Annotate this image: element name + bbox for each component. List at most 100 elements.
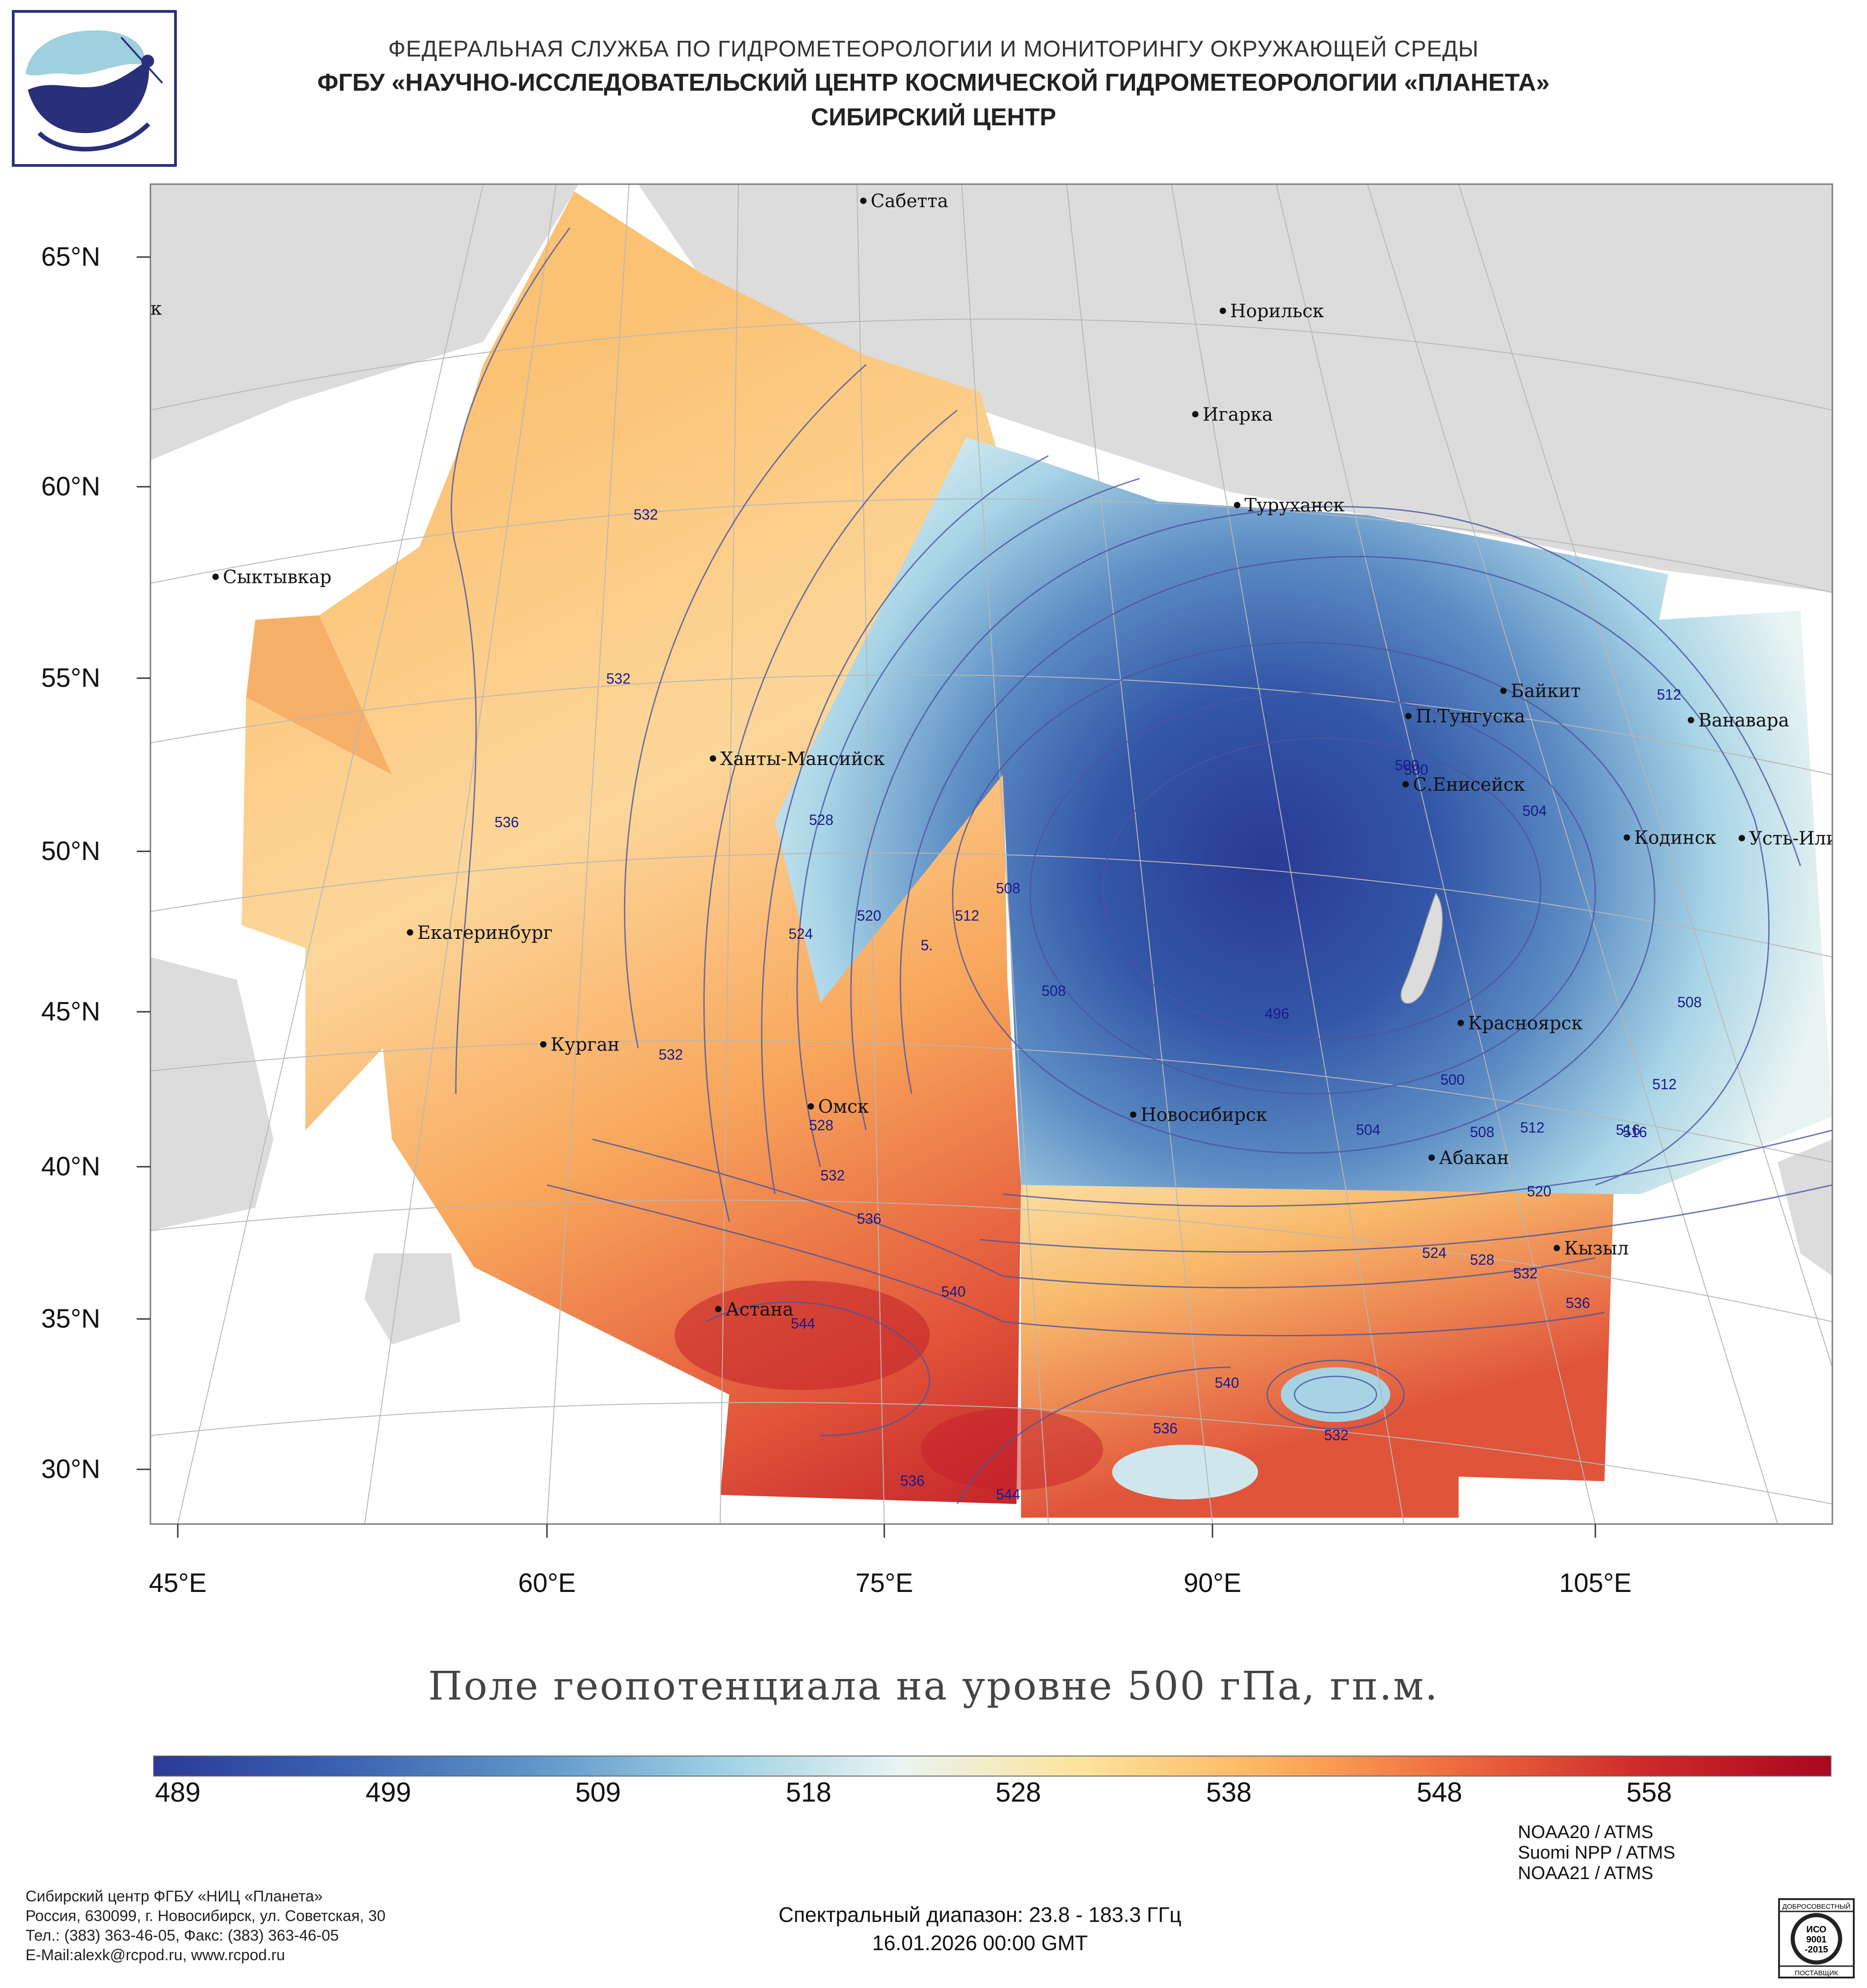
lon-label: 45°E [149,1568,207,1598]
lat-label: 55°N [41,663,100,693]
acquisition-info: Спектральный диапазон: 23.8 - 183.3 ГГц … [684,1900,1276,1957]
contour-label-group: 532 532 536 528 520 524 5. 512 508 532 5… [495,506,1702,1503]
center-title: ФГБУ «НАУЧНО-ИССЛЕДОВАТЕЛЬСКИЙ ЦЕНТР КОС… [317,69,1550,96]
contour-label: 528 [1470,1252,1494,1268]
swath-south [1021,1185,1614,1518]
cold-cell-2 [1112,1445,1258,1499]
contour-label: 516 [1623,1124,1647,1140]
email[interactable]: alexk@rcpod.ru, www.rcpod.ru [73,1947,285,1964]
city-label: Хатанга [1505,89,1583,110]
lon-label: 90°E [1183,1568,1242,1598]
city-label: П.Тунгуска [1416,706,1525,727]
city-label: Туруханск [1244,495,1345,516]
land-arctic [638,184,1832,592]
land-turkey [150,957,273,1231]
cold-cell [1281,1367,1390,1422]
lat-label: 60°N [41,472,100,501]
city-label: С.Енисейск [1413,774,1525,795]
colorbar-tick-label: 528 [995,1777,1042,1808]
city-label: Атырау [0,1330,17,1351]
lon-label: 75°E [855,1568,913,1598]
svg-text:9001: 9001 [1806,1935,1827,1945]
contour-label: 524 [789,926,813,942]
lat-label: 35°N [41,1304,100,1334]
contour-label: 512 [1520,1119,1544,1136]
agency-title: ФЕДЕРАЛЬНАЯ СЛУЖБА ПО ГИДРОМЕТЕОРОЛОГИИ … [388,36,1479,62]
contour-label: 508 [1042,983,1066,999]
city-label: Новосибирск [1140,1105,1267,1126]
contour-label: 496 [1265,1005,1289,1022]
city-label: Курган [551,1035,620,1056]
contour-label: 532 [634,506,658,523]
lat-label: 45°N [41,997,100,1026]
datetime: 16.01.2026 00:00 GMT [872,1931,1088,1955]
svg-text:-2015: -2015 [1805,1945,1828,1955]
city-label: Сыктывкар [223,567,331,588]
lat-label: 65°N [41,242,100,272]
contour-label: 536 [1153,1420,1177,1437]
contour-label: 500 [1404,762,1428,778]
contact-block: Сибирский центр ФГБУ «НИЦ «Планета» Росс… [26,1887,386,1965]
svg-text:ИСО: ИСО [1806,1925,1826,1935]
city-dot [1457,1020,1464,1026]
contour-label: 512 [1657,686,1681,703]
instrument-list: NOAA20 / ATMS Suomi NPP / ATMS NOAA21 / … [1518,1822,1675,1884]
contour-label: 520 [1527,1183,1551,1200]
contour-label: 512 [955,907,979,924]
city-label: Урумчи [1365,1712,1439,1733]
lat-label: 30°N [41,1454,100,1484]
contour-label: 536 [900,1473,924,1489]
colorbar-tick-label: 509 [575,1777,621,1808]
city-dot [407,929,413,936]
map-frame [150,183,1833,1525]
swath-west [242,191,1021,1504]
contour-label: 508 [1677,994,1702,1010]
city-dot [1405,713,1412,720]
contour-label: 504 [1356,1122,1380,1138]
contour-label: 520 [857,907,881,924]
contour-label: 528 [809,812,833,828]
map-title: Поле геопотенциала на уровне 500 гПа, гп… [428,1664,1439,1709]
instrument: NOAA21 / ATMS [1518,1863,1654,1883]
city-dot [512,1985,519,1988]
colorbar-tick-label: 518 [785,1777,832,1808]
spectral-range: Спектральный диапазон: 23.8 - 183.3 ГГц [778,1903,1182,1926]
colorbar [153,1756,1831,1777]
lon-label: 105°E [1559,1568,1632,1598]
contour-label: 508 [1470,1124,1494,1140]
city-dot [1354,1719,1361,1725]
email-label: E-Mail: [26,1947,74,1964]
lake-baikal [1400,892,1443,1004]
map-body: 532 532 536 528 520 524 5. 512 508 532 5… [0,78,1832,1988]
contour-label: 536 [495,814,519,830]
city-label: Кодинск [1634,828,1716,849]
instrument: NOAA20 / ATMS [1518,1822,1654,1842]
contour-label: 528 [809,1117,833,1133]
city-dot [1219,308,1226,314]
contour-label: 504 [1522,803,1547,819]
contour-label: 532 [606,670,630,687]
land-caspian-south [365,1253,460,1344]
city-label: Абакан [1439,1148,1509,1169]
colorbar-tick-label: 558 [1626,1777,1672,1808]
colorbar-tick-label: 538 [1206,1777,1252,1808]
city-label: Омск [818,1097,869,1118]
city-label: Норильск [1230,301,1324,322]
city-label: Екатеринбург [418,922,553,943]
city-dot [1234,502,1241,509]
city-dot [1428,1154,1435,1161]
city-label: Сабетта [871,191,948,212]
contour-label: 524 [1422,1245,1446,1261]
city-label: Диксон [1052,78,1124,99]
lon-label: 60°E [518,1568,576,1598]
city-label: Ванавара [1698,710,1790,731]
colorbar-tick-label: 499 [365,1777,412,1808]
contour-label: 512 [1652,1076,1676,1092]
contour-label: 516 [1616,1122,1640,1138]
svg-text:ДОБРОСОВЕСТНЫЙ: ДОБРОСОВЕСТНЫЙ [1782,1902,1851,1911]
city-dot [710,755,717,762]
city-dot [715,1306,722,1313]
lat-label: 40°N [41,1152,100,1181]
city-dot [1687,717,1694,724]
contour-label: 544 [996,1486,1020,1503]
